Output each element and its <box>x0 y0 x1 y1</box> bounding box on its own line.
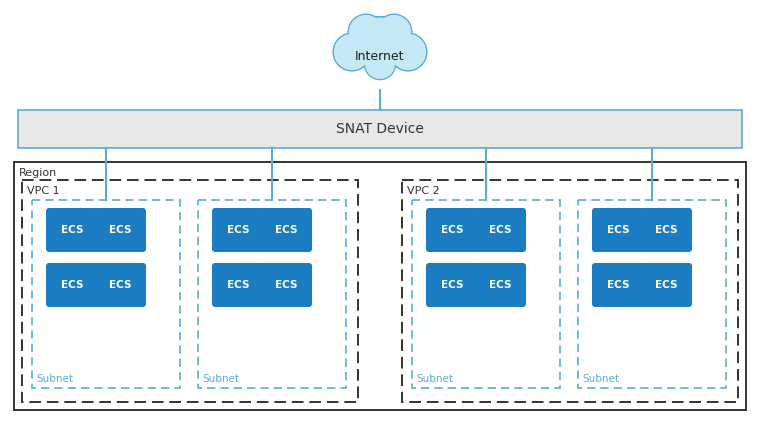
FancyBboxPatch shape <box>18 110 742 148</box>
Text: ECS: ECS <box>109 225 131 235</box>
Text: ECS: ECS <box>489 225 511 235</box>
FancyBboxPatch shape <box>260 263 312 307</box>
FancyBboxPatch shape <box>640 208 692 252</box>
FancyBboxPatch shape <box>474 208 526 252</box>
FancyBboxPatch shape <box>592 263 644 307</box>
Text: ECS: ECS <box>275 280 297 290</box>
Text: Internet: Internet <box>355 49 405 62</box>
Text: VPC 1: VPC 1 <box>27 186 59 196</box>
Text: ECS: ECS <box>61 280 84 290</box>
Text: ECS: ECS <box>489 280 511 290</box>
Text: ECS: ECS <box>226 280 249 290</box>
Circle shape <box>350 16 382 49</box>
Text: ECS: ECS <box>441 280 464 290</box>
FancyBboxPatch shape <box>46 208 98 252</box>
Text: Region: Region <box>19 168 57 178</box>
Circle shape <box>376 14 412 50</box>
FancyBboxPatch shape <box>426 208 478 252</box>
Circle shape <box>378 16 410 49</box>
Circle shape <box>355 17 405 67</box>
Circle shape <box>366 50 394 78</box>
Text: Subnet: Subnet <box>36 374 73 384</box>
Text: Subnet: Subnet <box>582 374 619 384</box>
FancyBboxPatch shape <box>94 208 146 252</box>
Text: ECS: ECS <box>109 280 131 290</box>
Circle shape <box>391 35 426 69</box>
Text: Subnet: Subnet <box>202 374 239 384</box>
Circle shape <box>334 33 371 71</box>
FancyBboxPatch shape <box>46 263 98 307</box>
Circle shape <box>365 49 395 79</box>
Text: VPC 2: VPC 2 <box>407 186 440 196</box>
FancyBboxPatch shape <box>260 208 312 252</box>
FancyBboxPatch shape <box>94 263 146 307</box>
Circle shape <box>356 19 404 65</box>
Text: ECS: ECS <box>655 280 677 290</box>
Text: ECS: ECS <box>655 225 677 235</box>
Text: Subnet: Subnet <box>416 374 453 384</box>
Text: ECS: ECS <box>275 225 297 235</box>
Circle shape <box>334 35 369 69</box>
FancyBboxPatch shape <box>592 208 644 252</box>
Text: ECS: ECS <box>226 225 249 235</box>
Text: ECS: ECS <box>61 225 84 235</box>
FancyBboxPatch shape <box>426 263 478 307</box>
FancyBboxPatch shape <box>212 208 264 252</box>
FancyBboxPatch shape <box>212 263 264 307</box>
Circle shape <box>348 14 384 50</box>
FancyBboxPatch shape <box>640 263 692 307</box>
FancyBboxPatch shape <box>474 263 526 307</box>
Text: ECS: ECS <box>441 225 464 235</box>
Text: ECS: ECS <box>606 225 629 235</box>
Text: ECS: ECS <box>606 280 629 290</box>
Circle shape <box>389 33 426 71</box>
Text: SNAT Device: SNAT Device <box>336 122 424 136</box>
